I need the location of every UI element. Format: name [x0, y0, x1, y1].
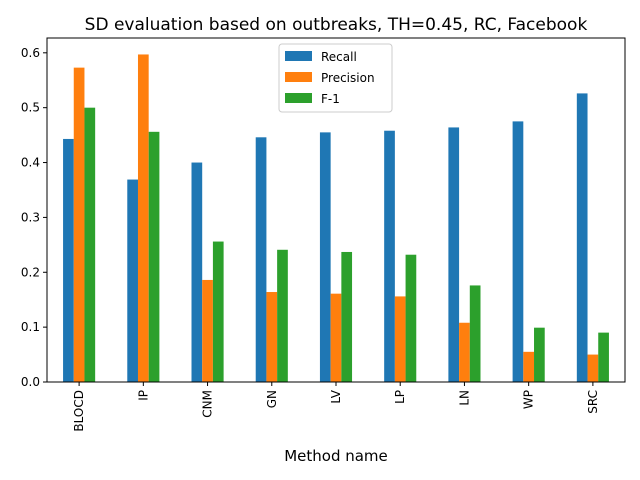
legend-swatch-f1	[285, 93, 312, 103]
bar-recall-gn	[255, 137, 267, 382]
x-axis-label: Method name	[284, 447, 388, 465]
bar-f1-gn	[277, 249, 288, 382]
bar-recall-ip	[127, 179, 138, 382]
legend-swatch-precision	[285, 72, 312, 82]
bar-f1-wp	[534, 327, 545, 382]
legend-label-recall: Recall	[321, 50, 357, 64]
bar-f1-blocd	[84, 107, 96, 383]
bar-f1-cnm	[212, 241, 224, 382]
bars-group	[63, 54, 609, 383]
bar-precision-blocd	[73, 67, 85, 382]
bar-f1-ip	[148, 131, 160, 382]
y-tick-label: 0.6	[21, 46, 40, 60]
bar-precision-wp	[523, 351, 535, 382]
bar-recall-ln	[448, 127, 460, 383]
y-axis: 0.0 0.1 0.2 0.3 0.4 0.5 0.6	[21, 46, 47, 389]
bar-precision-ip	[137, 54, 149, 383]
bar-recall-wp	[512, 121, 524, 382]
y-tick-label: 0.3	[21, 210, 40, 224]
bar-precision-cnm	[202, 279, 213, 382]
x-axis: BLOCD IP CNM GN LV LP LN WP SRC	[72, 382, 600, 432]
bar-recall-cnm	[191, 162, 203, 382]
x-tick-label-blocd: BLOCD	[72, 390, 86, 432]
bar-f1-lv	[341, 251, 353, 382]
bar-f1-lp	[405, 254, 417, 382]
bar-f1-ln	[469, 285, 481, 382]
y-tick-label: 0.5	[21, 101, 40, 115]
chart-title: SD evaluation based on outbreaks, TH=0.4…	[85, 15, 588, 35]
x-tick-label-wp: WP	[522, 390, 536, 409]
bar-precision-src	[587, 354, 599, 382]
y-tick-label: 0.4	[21, 156, 40, 170]
bar-precision-gn	[266, 292, 278, 382]
y-tick-label: 0.2	[21, 265, 40, 279]
bar-f1-src	[598, 332, 609, 382]
legend-swatch-recall	[285, 51, 312, 61]
legend: Recall Precision F-1	[278, 43, 393, 113]
bar-recall-blocd	[63, 138, 74, 382]
x-tick-label-cnm: CNM	[201, 390, 215, 418]
x-tick-label-ip: IP	[136, 390, 150, 401]
x-tick-label-lv: LV	[329, 389, 343, 403]
y-tick-label: 0.1	[21, 320, 40, 334]
x-tick-label-gn: GN	[265, 390, 279, 408]
legend-label-precision: Precision	[321, 71, 375, 85]
x-tick-label-lp: LP	[393, 390, 407, 404]
x-tick-label-src: SRC	[586, 390, 600, 414]
x-tick-label-ln: LN	[457, 390, 471, 406]
bar-precision-lp	[394, 296, 406, 382]
bar-recall-lp	[384, 130, 395, 382]
bar-precision-lv	[330, 293, 342, 382]
bar-precision-ln	[459, 322, 470, 382]
bar-recall-lv	[319, 132, 331, 382]
y-tick-label: 0.0	[21, 375, 40, 389]
legend-label-f1: F-1	[321, 92, 340, 106]
bar-recall-src	[576, 93, 588, 382]
